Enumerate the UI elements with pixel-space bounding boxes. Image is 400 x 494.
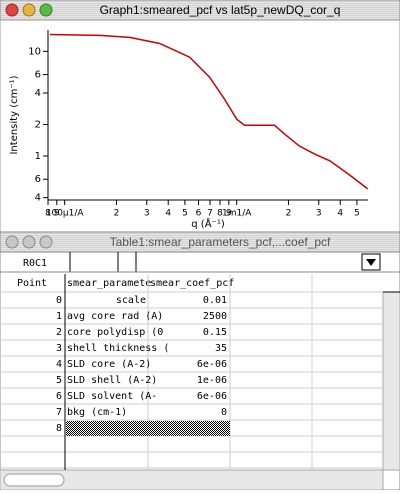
- cell-text: SLD shell (A-2): [67, 375, 157, 386]
- cell-value: 0.15: [203, 327, 227, 338]
- row-index: 8: [56, 423, 62, 434]
- close-button[interactable]: [5, 235, 19, 249]
- x-tick-label: 4: [165, 209, 171, 219]
- y-tick-label: 4: [35, 88, 41, 99]
- row-index: 0: [56, 295, 62, 306]
- x-tick-label: 2: [286, 209, 292, 219]
- vertical-scrollbar[interactable]: [382, 291, 400, 471]
- x-tick-label: 2: [114, 209, 120, 219]
- minimize-button[interactable]: [22, 3, 36, 17]
- x-tick-label: 5: [182, 209, 188, 219]
- x-tick-label: 6: [196, 209, 202, 219]
- cell-value: 1e-06: [197, 375, 227, 386]
- x-tick-label: 7: [207, 209, 213, 219]
- y-tick-label: 1: [35, 151, 41, 162]
- x-tick-label: 1m1/A: [222, 209, 252, 219]
- cell-text: bkg (cm-1): [67, 407, 127, 418]
- row-index: 7: [56, 407, 62, 418]
- y-tick-label: 4: [35, 193, 41, 204]
- row-index: 2: [56, 327, 62, 338]
- y-axis-label: Intensity (cm⁻¹): [9, 75, 20, 154]
- x-axis-label: q (Å⁻¹): [191, 217, 225, 230]
- new-row: [66, 421, 230, 436]
- graph-window: Graph1:smeared_pcf vs lat5p_newDQ_cor_q: [0, 0, 400, 233]
- row-index: 5: [56, 375, 62, 386]
- x-tick-label: 8: [45, 209, 51, 219]
- cell-value: 0.01: [203, 295, 227, 306]
- x-tick-label: 5: [354, 209, 360, 219]
- y-tick-label: 10: [28, 46, 41, 57]
- data-line: [49, 33, 369, 190]
- cell-value: 2500: [203, 311, 227, 322]
- cell-text: SLD solvent (A-: [67, 391, 157, 402]
- x-tick-label: 9: [54, 209, 60, 219]
- entry-cell: R0C1: [23, 258, 47, 269]
- cell-text: SLD core (A-2): [67, 359, 151, 370]
- row-index: 4: [56, 359, 62, 370]
- x-tick-label: 9: [226, 209, 232, 219]
- y-tick-label: 6: [35, 174, 41, 185]
- cell-text: scale: [116, 295, 146, 306]
- x-tick-label: 100µ1/A: [46, 209, 85, 219]
- entry-line[interactable]: [0, 251, 400, 273]
- cell-value: 0: [221, 407, 227, 418]
- cell-text: core polydisp (0: [67, 327, 163, 338]
- zoom-button[interactable]: [39, 3, 53, 17]
- x-tick-label: 4: [337, 209, 343, 219]
- scroll-thumb[interactable]: [3, 473, 65, 487]
- column-header: smear_coef_pcf: [150, 278, 234, 289]
- y-tick-label: 2: [35, 120, 41, 131]
- minimize-button[interactable]: [22, 235, 36, 249]
- zoom-button[interactable]: [39, 235, 53, 249]
- menu-arrow: [366, 259, 376, 266]
- row-index: 3: [56, 343, 62, 354]
- x-tick-label: 3: [316, 209, 322, 219]
- window-title: Table1:smear_parameters_pcf,...coef_pcf: [110, 235, 331, 249]
- x-tick-label: 8: [217, 209, 223, 219]
- row-index: 1: [56, 311, 62, 322]
- column-header: Point: [17, 278, 47, 289]
- x-tick-label: 3: [144, 209, 150, 219]
- window-title: Graph1:smeared_pcf vs lat5p_newDQ_cor_q: [100, 3, 341, 17]
- graph-area: [0, 19, 400, 233]
- column-header: smear_paramete: [67, 278, 151, 289]
- cell-value: 35: [215, 343, 227, 354]
- row-index: 6: [56, 391, 62, 402]
- cell-value: 6e-06: [197, 359, 227, 370]
- cell-text: shell thickness (: [67, 343, 169, 354]
- cell-text: avg core rad (A): [67, 311, 163, 322]
- cell-value: 6e-06: [197, 391, 227, 402]
- y-tick-label: 6: [35, 70, 41, 81]
- close-button[interactable]: [5, 3, 19, 17]
